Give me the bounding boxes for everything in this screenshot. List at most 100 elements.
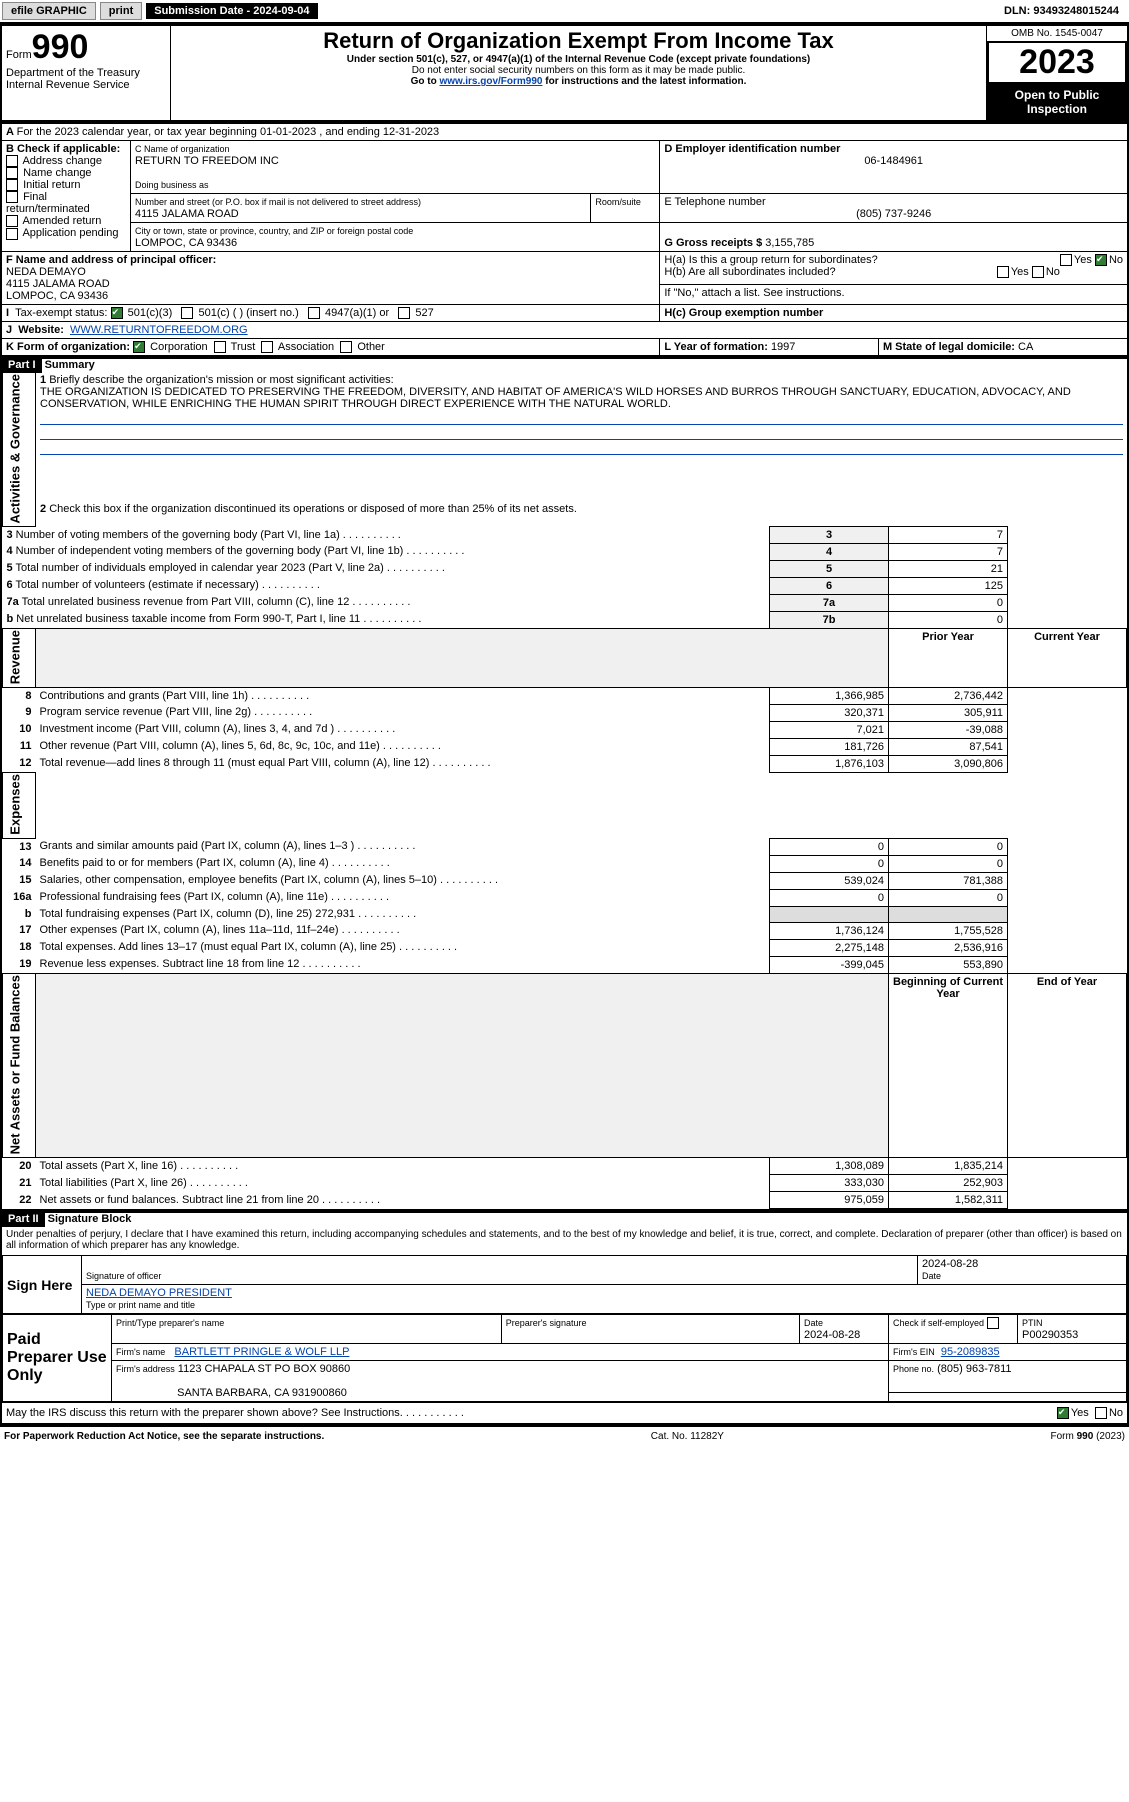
j-label: Website:: [18, 324, 64, 336]
print-button[interactable]: print: [100, 2, 142, 20]
line1-label: Briefly describe the organization's miss…: [49, 374, 393, 386]
preparer-table: Paid Preparer Use Only Print/Type prepar…: [2, 1314, 1127, 1402]
officer-street: 4115 JALAMA ROAD: [6, 278, 110, 290]
checkbox-initial[interactable]: [6, 179, 18, 191]
k-assoc[interactable]: [261, 341, 273, 353]
line-ag-7a: 7a Total unrelated business revenue from…: [3, 594, 1127, 611]
dln: DLN: 93493248015244: [1004, 5, 1127, 17]
opt-501c3: 501(c)(3): [128, 307, 173, 319]
opt-other: Other: [357, 341, 385, 353]
part1-name: Summary: [45, 359, 95, 371]
officer-name: NEDA DEMAYO: [6, 266, 86, 278]
line-14: 14Benefits paid to or for members (Part …: [3, 855, 1127, 872]
prior-year-label: Prior Year: [922, 631, 974, 643]
line-17: 17Other expenses (Part IX, column (A), l…: [3, 922, 1127, 939]
opt-final: Final return/terminated: [6, 191, 90, 215]
l-label: L Year of formation:: [664, 341, 768, 353]
discuss-yes[interactable]: [1057, 1407, 1069, 1419]
prep-name-label: Print/Type preparer's name: [116, 1318, 224, 1328]
header-table: Form990 Department of the Treasury Inter…: [0, 24, 1129, 122]
checkbox-amended[interactable]: [6, 215, 18, 227]
opt-assoc: Association: [278, 341, 334, 353]
yes-label: Yes: [1071, 1407, 1089, 1419]
sig-date-label: Date: [922, 1271, 941, 1281]
line-ag-5: 5 Total number of individuals employed i…: [3, 560, 1127, 577]
side-na: Net Assets or Fund Balances: [3, 973, 36, 1157]
firm-name[interactable]: BARTLETT PRINGLE & WOLF LLP: [174, 1346, 349, 1358]
box-b-label: B Check if applicable:: [6, 143, 120, 155]
i-501c3[interactable]: [111, 307, 123, 319]
prep-date: 2024-08-28: [804, 1329, 860, 1341]
k-trust[interactable]: [214, 341, 226, 353]
checkbox-final[interactable]: [6, 191, 18, 203]
i-501c[interactable]: [181, 307, 193, 319]
line-20: 20Total assets (Part X, line 16) 1,308,0…: [3, 1158, 1127, 1175]
eoy-label: End of Year: [1037, 976, 1097, 988]
f-label: F Name and address of principal officer:: [6, 254, 216, 266]
street-label: Number and street (or P.O. box if mail i…: [135, 197, 421, 207]
line-19: 19Revenue less expenses. Subtract line 1…: [3, 956, 1127, 973]
firm-ein[interactable]: 95-2089835: [941, 1346, 1000, 1358]
ha-yes[interactable]: [1060, 254, 1072, 266]
line-b: bTotal fundraising expenses (Part IX, co…: [3, 906, 1127, 922]
line-16a: 16aProfessional fundraising fees (Part I…: [3, 889, 1127, 906]
opt-amended: Amended return: [22, 215, 101, 227]
discuss-no[interactable]: [1095, 1407, 1107, 1419]
ein: 06-1484961: [664, 155, 1123, 167]
boc-label: Beginning of Current Year: [893, 976, 1003, 1000]
d-label: D Employer identification number: [664, 143, 840, 155]
g-label: G Gross receipts $: [664, 237, 762, 249]
k-corp[interactable]: [133, 341, 145, 353]
i-label: Tax-exempt status:: [15, 307, 107, 319]
line-a: For the 2023 calendar year, or tax year …: [17, 126, 440, 138]
prep-sig-label: Preparer's signature: [506, 1318, 587, 1328]
i-527[interactable]: [398, 307, 410, 319]
side-ag: Activities & Governance: [3, 372, 36, 527]
line-21: 21Total liabilities (Part X, line 26) 33…: [3, 1175, 1127, 1192]
irs: Internal Revenue Service: [6, 79, 130, 91]
top-bar: efile GRAPHIC print Submission Date - 20…: [0, 0, 1129, 24]
ha-label: H(a) Is this a group return for subordin…: [664, 254, 877, 266]
dept: Department of the Treasury: [6, 67, 140, 79]
irs-link[interactable]: www.irs.gov/Form990: [439, 76, 542, 87]
sub3-prefix: Go to: [411, 76, 440, 87]
sub1: Under section 501(c), 527, or 4947(a)(1)…: [347, 54, 810, 65]
hb-label: H(b) Are all subordinates included?: [664, 266, 835, 278]
line-22: 22Net assets or fund balances. Subtract …: [3, 1192, 1127, 1209]
opt-4947: 4947(a)(1) or: [325, 307, 389, 319]
checkbox-pending[interactable]: [6, 228, 18, 240]
part1-table: Activities & Governance 1 Briefly descri…: [2, 371, 1127, 1209]
opt-pending: Application pending: [22, 227, 118, 239]
sig-officer-label: Signature of officer: [86, 1271, 161, 1281]
hb-no[interactable]: [1032, 266, 1044, 278]
part1-title: Part I: [2, 357, 42, 373]
ptin: P00290353: [1022, 1329, 1078, 1341]
hb-yes[interactable]: [997, 266, 1009, 278]
firm-addr1: 1123 CHAPALA ST PO BOX 90860: [178, 1363, 350, 1375]
line-ag-b: b Net unrelated business taxable income …: [3, 611, 1127, 628]
gross-receipts: 3,155,785: [765, 237, 814, 249]
checkbox-name-change[interactable]: [6, 167, 18, 179]
officer-city: LOMPOC, CA 93436: [6, 290, 108, 302]
ha-no[interactable]: [1095, 254, 1107, 266]
phone: (805) 737-9246: [664, 208, 1123, 220]
firm-name-label: Firm's name: [116, 1347, 165, 1357]
underline1: [40, 410, 1123, 425]
k-other[interactable]: [340, 341, 352, 353]
opt-501c: 501(c) ( ) (insert no.): [198, 307, 298, 319]
line-8: 8Contributions and grants (Part VIII, li…: [3, 687, 1127, 704]
officer-sig-name[interactable]: NEDA DEMAYO PRESIDENT: [86, 1287, 232, 1299]
open-public: Open to Public Inspection: [987, 84, 1127, 120]
firm-addr-label: Firm's address: [116, 1364, 175, 1374]
form-prefix: Form: [6, 49, 32, 61]
website-link[interactable]: WWW.RETURNTOFREEDOM.ORG: [70, 324, 248, 336]
sig-date: 2024-08-28: [922, 1258, 978, 1270]
i-4947[interactable]: [308, 307, 320, 319]
footer-left: For Paperwork Reduction Act Notice, see …: [4, 1431, 324, 1442]
current-year-label: Current Year: [1034, 631, 1100, 643]
self-employed-checkbox[interactable]: [987, 1317, 999, 1329]
checkbox-address-change[interactable]: [6, 155, 18, 167]
m-label: M State of legal domicile:: [883, 341, 1015, 353]
line-13: 13Grants and similar amounts paid (Part …: [3, 838, 1127, 855]
efile-button[interactable]: efile GRAPHIC: [2, 2, 96, 20]
